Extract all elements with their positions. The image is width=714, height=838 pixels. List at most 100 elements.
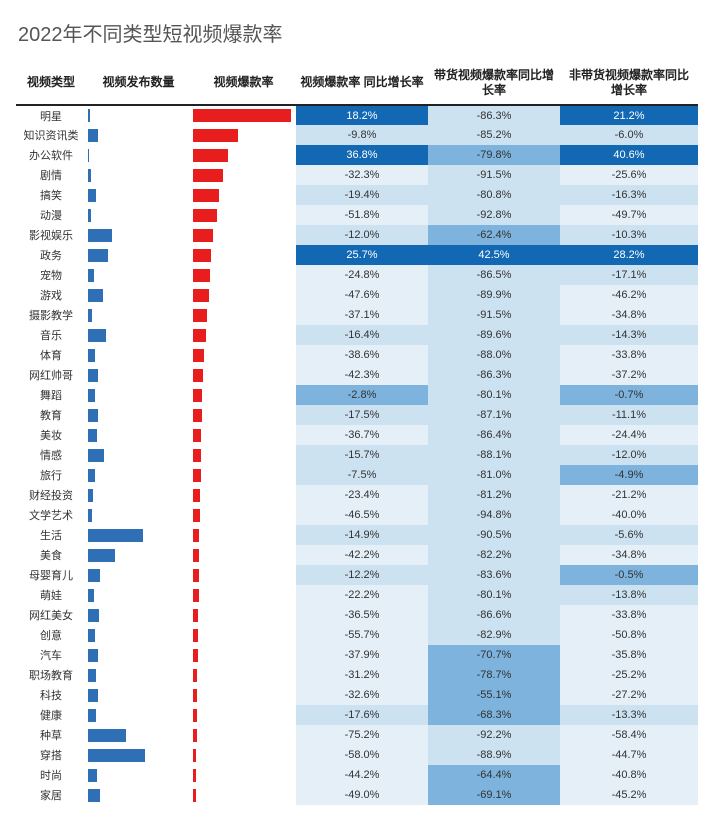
row-category: 创意 bbox=[16, 625, 86, 645]
noncommerce-yoy-cell: -45.2% bbox=[560, 785, 698, 805]
hit-rate-bar bbox=[193, 609, 198, 622]
noncommerce-yoy-cell: -33.8% bbox=[560, 605, 698, 625]
row-category: 知识资讯类 bbox=[16, 125, 86, 145]
table-row: 知识资讯类-9.8%-85.2%-6.0% bbox=[16, 125, 698, 145]
publish-bar-cell bbox=[86, 565, 191, 585]
table-row: 母婴育儿-12.2%-83.6%-0.5% bbox=[16, 565, 698, 585]
noncommerce-yoy-cell: 40.6% bbox=[560, 145, 698, 165]
publish-bar-cell bbox=[86, 305, 191, 325]
noncommerce-yoy-cell: -13.3% bbox=[560, 705, 698, 725]
publish-bar-cell bbox=[86, 345, 191, 365]
table-row: 政务25.7%42.5%28.2% bbox=[16, 245, 698, 265]
publish-bar bbox=[88, 149, 89, 162]
commerce-yoy-cell: -81.2% bbox=[428, 485, 560, 505]
noncommerce-yoy-cell: -14.3% bbox=[560, 325, 698, 345]
commerce-yoy-cell: -87.1% bbox=[428, 405, 560, 425]
row-category: 种草 bbox=[16, 725, 86, 745]
table-row: 搞笑-19.4%-80.8%-16.3% bbox=[16, 185, 698, 205]
row-category: 旅行 bbox=[16, 465, 86, 485]
publish-bar-cell bbox=[86, 105, 191, 125]
table-row: 萌娃-22.2%-80.1%-13.8% bbox=[16, 585, 698, 605]
noncommerce-yoy-cell: -11.1% bbox=[560, 405, 698, 425]
publish-bar bbox=[88, 669, 96, 682]
row-category: 摄影教学 bbox=[16, 305, 86, 325]
row-category: 教育 bbox=[16, 405, 86, 425]
hit-yoy-cell: 18.2% bbox=[296, 105, 428, 125]
hit-yoy-cell: -47.6% bbox=[296, 285, 428, 305]
publish-bar-cell bbox=[86, 685, 191, 705]
publish-bar-cell bbox=[86, 385, 191, 405]
hit-rate-bar bbox=[193, 189, 219, 202]
th-noncommerce-yoy: 非带货视频爆款率同比增长率 bbox=[560, 61, 698, 105]
publish-bar-cell bbox=[86, 665, 191, 685]
hit-rate-bar-cell bbox=[191, 465, 296, 485]
hit-rate-bar bbox=[193, 249, 211, 262]
publish-bar bbox=[88, 529, 143, 542]
noncommerce-yoy-cell: -4.9% bbox=[560, 465, 698, 485]
table-row: 美食-42.2%-82.2%-34.8% bbox=[16, 545, 698, 565]
hit-yoy-cell: -37.1% bbox=[296, 305, 428, 325]
publish-bar bbox=[88, 309, 92, 322]
publish-bar-cell bbox=[86, 445, 191, 465]
noncommerce-yoy-cell: 21.2% bbox=[560, 105, 698, 125]
commerce-yoy-cell: -64.4% bbox=[428, 765, 560, 785]
commerce-yoy-cell: -79.8% bbox=[428, 145, 560, 165]
hit-yoy-cell: -42.2% bbox=[296, 545, 428, 565]
row-category: 影视娱乐 bbox=[16, 225, 86, 245]
table-row: 健康-17.6%-68.3%-13.3% bbox=[16, 705, 698, 725]
publish-bar bbox=[88, 469, 95, 482]
row-category: 生活 bbox=[16, 525, 86, 545]
hit-rate-bar bbox=[193, 469, 201, 482]
hit-yoy-cell: -12.2% bbox=[296, 565, 428, 585]
noncommerce-yoy-cell: -24.4% bbox=[560, 425, 698, 445]
noncommerce-yoy-cell: -34.8% bbox=[560, 305, 698, 325]
hit-rate-bar-cell bbox=[191, 205, 296, 225]
row-category: 职场教育 bbox=[16, 665, 86, 685]
hit-yoy-cell: -17.6% bbox=[296, 705, 428, 725]
hit-rate-bar-cell bbox=[191, 585, 296, 605]
row-category: 家居 bbox=[16, 785, 86, 805]
commerce-yoy-cell: -80.8% bbox=[428, 185, 560, 205]
row-category: 办公软件 bbox=[16, 145, 86, 165]
hit-rate-bar bbox=[193, 509, 200, 522]
hit-rate-bar-cell bbox=[191, 485, 296, 505]
commerce-yoy-cell: -88.9% bbox=[428, 745, 560, 765]
hit-yoy-cell: -38.6% bbox=[296, 345, 428, 365]
commerce-yoy-cell: -80.1% bbox=[428, 385, 560, 405]
hit-rate-bar-cell bbox=[191, 165, 296, 185]
table-row: 科技-32.6%-55.1%-27.2% bbox=[16, 685, 698, 705]
hit-rate-bar-cell bbox=[191, 305, 296, 325]
table-row: 教育-17.5%-87.1%-11.1% bbox=[16, 405, 698, 425]
publish-bar bbox=[88, 429, 97, 442]
commerce-yoy-cell: -92.8% bbox=[428, 205, 560, 225]
noncommerce-yoy-cell: -6.0% bbox=[560, 125, 698, 145]
commerce-yoy-cell: -82.2% bbox=[428, 545, 560, 565]
hit-rate-bar bbox=[193, 729, 197, 742]
noncommerce-yoy-cell: -58.4% bbox=[560, 725, 698, 745]
row-category: 萌娃 bbox=[16, 585, 86, 605]
hit-rate-bar bbox=[193, 229, 213, 242]
publish-bar-cell bbox=[86, 545, 191, 565]
hit-yoy-cell: -7.5% bbox=[296, 465, 428, 485]
publish-bar-cell bbox=[86, 645, 191, 665]
noncommerce-yoy-cell: -17.1% bbox=[560, 265, 698, 285]
noncommerce-yoy-cell: -0.5% bbox=[560, 565, 698, 585]
hit-rate-bar bbox=[193, 309, 207, 322]
hit-rate-bar-cell bbox=[191, 545, 296, 565]
commerce-yoy-cell: -88.0% bbox=[428, 345, 560, 365]
publish-bar bbox=[88, 649, 98, 662]
commerce-yoy-cell: -89.6% bbox=[428, 325, 560, 345]
hit-rate-bar-cell bbox=[191, 125, 296, 145]
publish-bar bbox=[88, 629, 95, 642]
hit-yoy-cell: -19.4% bbox=[296, 185, 428, 205]
row-category: 搞笑 bbox=[16, 185, 86, 205]
hit-yoy-cell: -24.8% bbox=[296, 265, 428, 285]
th-hit-rate: 视频爆款率 bbox=[191, 61, 296, 105]
row-category: 穿搭 bbox=[16, 745, 86, 765]
hit-rate-bar bbox=[193, 769, 196, 782]
table-row: 汽车-37.9%-70.7%-35.8% bbox=[16, 645, 698, 665]
table-row: 影视娱乐-12.0%-62.4%-10.3% bbox=[16, 225, 698, 245]
hit-yoy-cell: -58.0% bbox=[296, 745, 428, 765]
table-row: 生活-14.9%-90.5%-5.6% bbox=[16, 525, 698, 545]
publish-bar bbox=[88, 689, 98, 702]
